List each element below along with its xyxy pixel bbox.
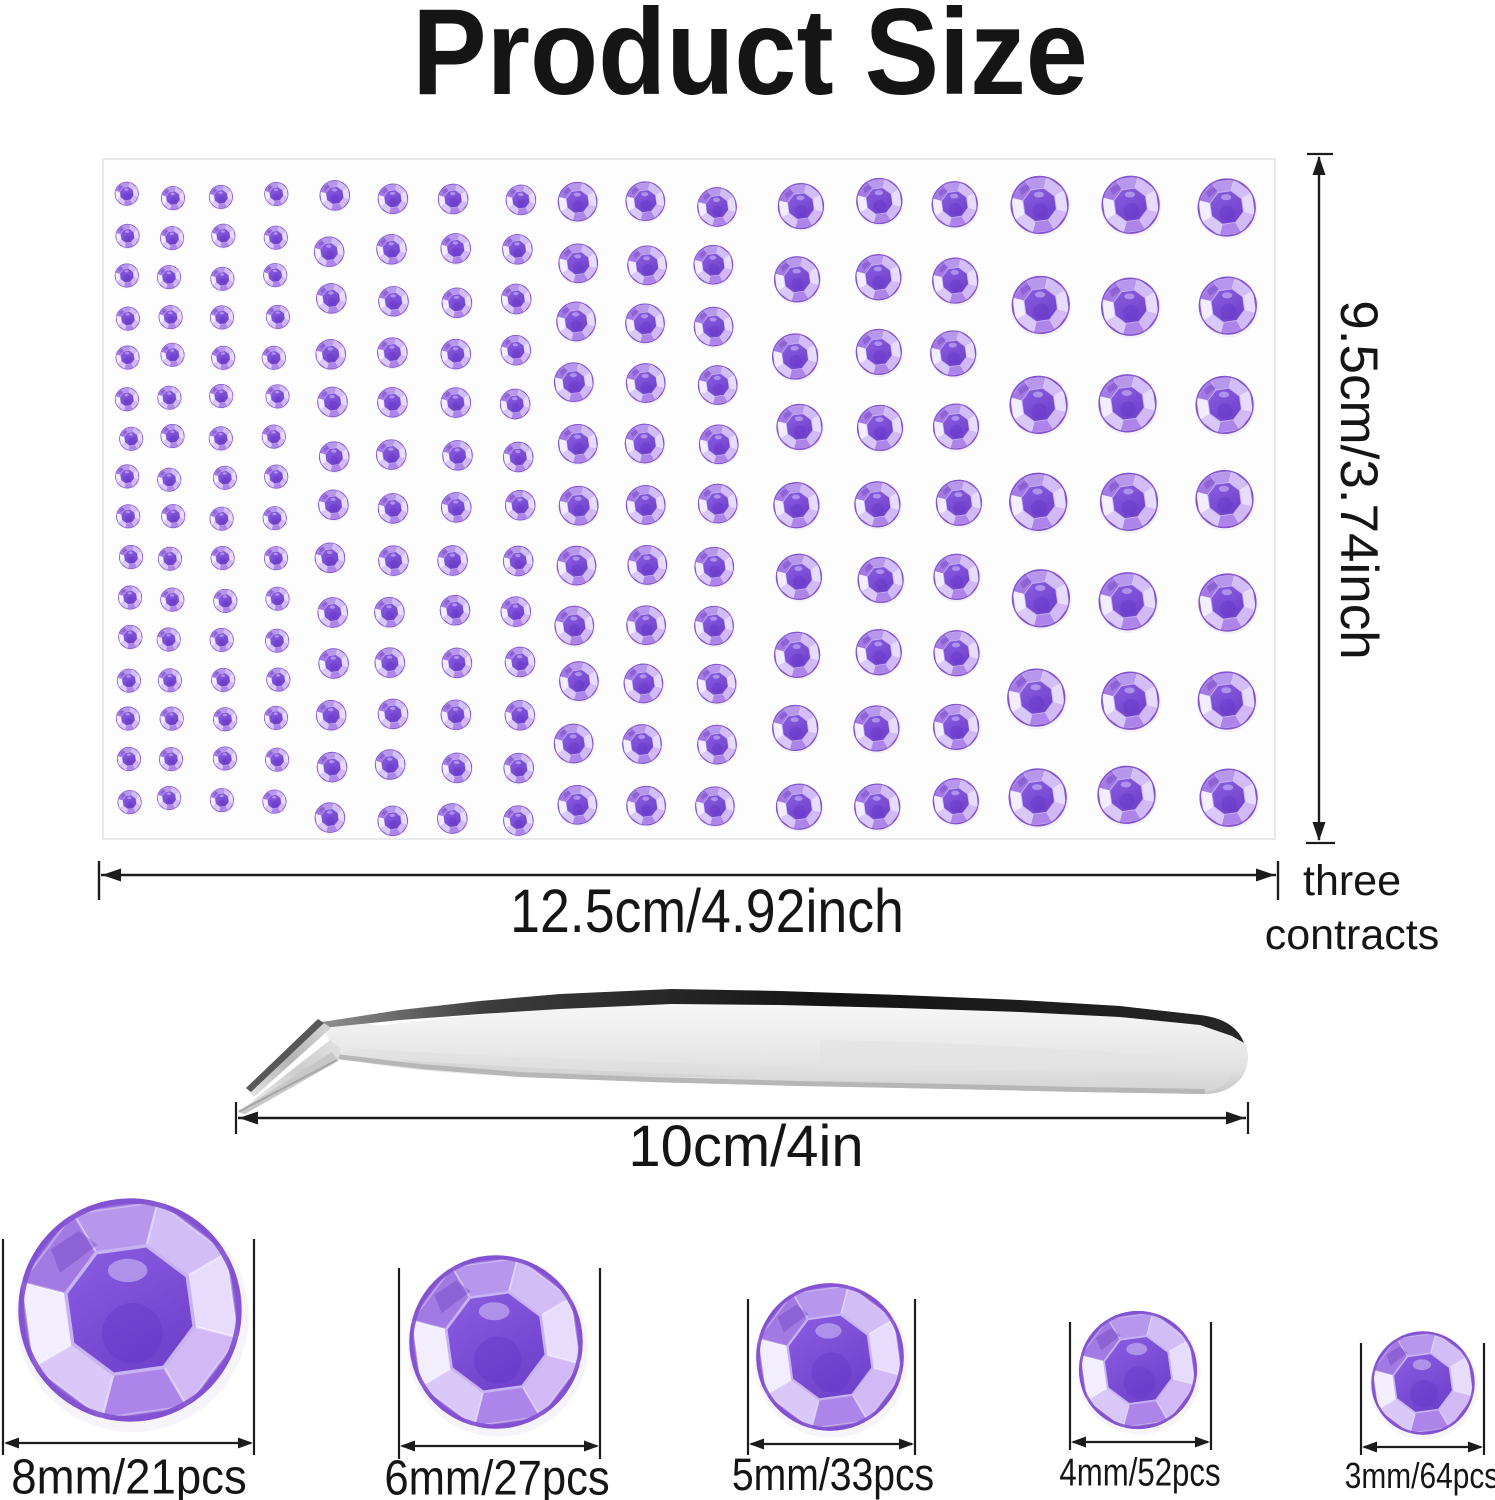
svg-text:6mm/27pcs: 6mm/27pcs	[384, 1450, 609, 1500]
svg-text:contracts: contracts	[1265, 911, 1439, 959]
svg-text:three: three	[1303, 857, 1401, 905]
svg-text:3mm/64pcs: 3mm/64pcs	[1345, 1457, 1495, 1497]
svg-text:10cm/4in: 10cm/4in	[628, 1114, 863, 1179]
svg-text:5mm/33pcs: 5mm/33pcs	[732, 1449, 934, 1499]
svg-text:8mm/21pcs: 8mm/21pcs	[11, 1450, 246, 1500]
svg-text:Product Size: Product Size	[412, 0, 1088, 120]
svg-text:4mm/52pcs: 4mm/52pcs	[1059, 1451, 1220, 1494]
svg-text:9.5cm/3.74inch: 9.5cm/3.74inch	[1329, 300, 1388, 659]
svg-text:12.5cm/4.92inch: 12.5cm/4.92inch	[510, 878, 904, 946]
